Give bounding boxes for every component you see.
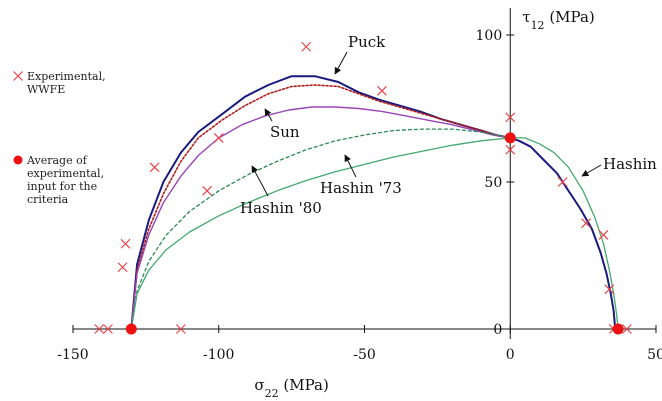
experimental-point <box>94 324 105 334</box>
x-axis-title-subscript: 22 <box>265 387 279 400</box>
annotations-group: Puck Sun Hashin '80 Hashin '73 Hashin <box>240 33 657 217</box>
annotation-arrow-hashin-80 <box>251 165 269 197</box>
cross-stroke <box>301 41 312 52</box>
legend-label-average: criteria <box>27 193 69 206</box>
cross-stroke <box>103 324 113 334</box>
series-group <box>130 75 619 330</box>
annotation-arrow-puck <box>334 51 348 75</box>
x-tick-label: -100 <box>203 347 234 363</box>
series-line-hashin-73 <box>130 137 619 330</box>
experimental-point <box>604 284 615 295</box>
x-tick-label: 0 <box>506 347 515 363</box>
annotation-arrow-hashin <box>581 164 602 177</box>
series-line-puck <box>130 75 617 330</box>
legend-label-average: Average of <box>26 154 88 167</box>
cross-stroke <box>213 132 224 143</box>
cross-stroke <box>149 162 160 173</box>
y-axis-title-symbol: τ <box>522 8 530 26</box>
cross-stroke <box>377 85 387 96</box>
legend-group: Experimental,WWFE Average ofexperimental,… <box>13 70 106 206</box>
legend-label-average: experimental, <box>27 167 104 180</box>
y-tick-label: 100 <box>476 28 503 44</box>
legend-label-experimental: Experimental, <box>27 70 106 83</box>
y-axis-title: τ12 (MPa) <box>522 8 595 32</box>
experimental-point <box>621 324 632 334</box>
cross-stroke <box>598 229 609 240</box>
average-point <box>612 323 624 335</box>
legend-marker-experimental <box>13 71 23 81</box>
cross-stroke <box>557 177 568 187</box>
experimental-point <box>505 144 516 155</box>
annotation-label-hashin-80: Hashin '80 <box>240 199 322 217</box>
experimental-point <box>377 85 387 96</box>
series-line-hashin-80 <box>130 128 511 330</box>
cross-stroke <box>120 238 131 249</box>
cross-stroke <box>505 144 516 155</box>
series-line-dotted-envelope <box>130 84 512 330</box>
x-tick-label: 50 <box>647 347 662 363</box>
x-axis-title-unit: (MPa) <box>279 376 329 394</box>
annotation-label-puck: Puck <box>348 33 386 51</box>
x-axis-title: σ22 (MPa) <box>254 376 328 400</box>
annotation-label-hashin-73: Hashin '73 <box>320 179 402 197</box>
experimental-point <box>103 324 113 334</box>
experimental-point <box>175 324 186 334</box>
y-tick-label: 0 <box>493 322 502 338</box>
x-tick-label: -50 <box>353 347 376 363</box>
legend-label-average: input for the <box>27 180 97 193</box>
experimental-point <box>202 185 213 196</box>
annotation-label-sun: Sun <box>270 123 300 141</box>
cross-stroke <box>505 112 516 123</box>
experimental-point <box>120 238 131 249</box>
experimental-point <box>301 41 312 52</box>
cross-stroke <box>175 324 186 334</box>
cross-stroke <box>13 71 23 81</box>
average-point <box>125 323 137 335</box>
x-axis-title-symbol: σ <box>254 376 264 394</box>
cross-stroke <box>202 185 213 196</box>
series-line-sun <box>130 106 511 330</box>
cross-stroke <box>621 324 632 334</box>
x-tick-label: -150 <box>57 347 88 363</box>
y-axis-title-subscript: 12 <box>531 19 545 32</box>
experimental-point <box>149 162 160 173</box>
experimental-point <box>505 112 516 123</box>
average-point <box>504 132 516 144</box>
cross-stroke <box>604 284 615 295</box>
annotation-arrow-hashin-73 <box>344 154 357 178</box>
cross-stroke <box>94 324 105 334</box>
experimental-point <box>557 177 568 187</box>
experimental-point <box>598 229 609 240</box>
annotation-arrow-sun <box>264 108 273 122</box>
legend-label-experimental: WWFE <box>27 83 65 96</box>
cross-stroke <box>581 218 591 229</box>
experimental-point <box>117 262 128 273</box>
legend-marker-average <box>13 155 23 165</box>
experimental-point <box>213 132 224 143</box>
points-group <box>94 41 632 335</box>
y-axis-title-unit: (MPa) <box>545 8 595 26</box>
annotation-label-hashin: Hashin <box>603 155 657 173</box>
y-tick-label: 50 <box>484 175 502 191</box>
experimental-point <box>581 218 591 229</box>
cross-stroke <box>117 262 128 273</box>
